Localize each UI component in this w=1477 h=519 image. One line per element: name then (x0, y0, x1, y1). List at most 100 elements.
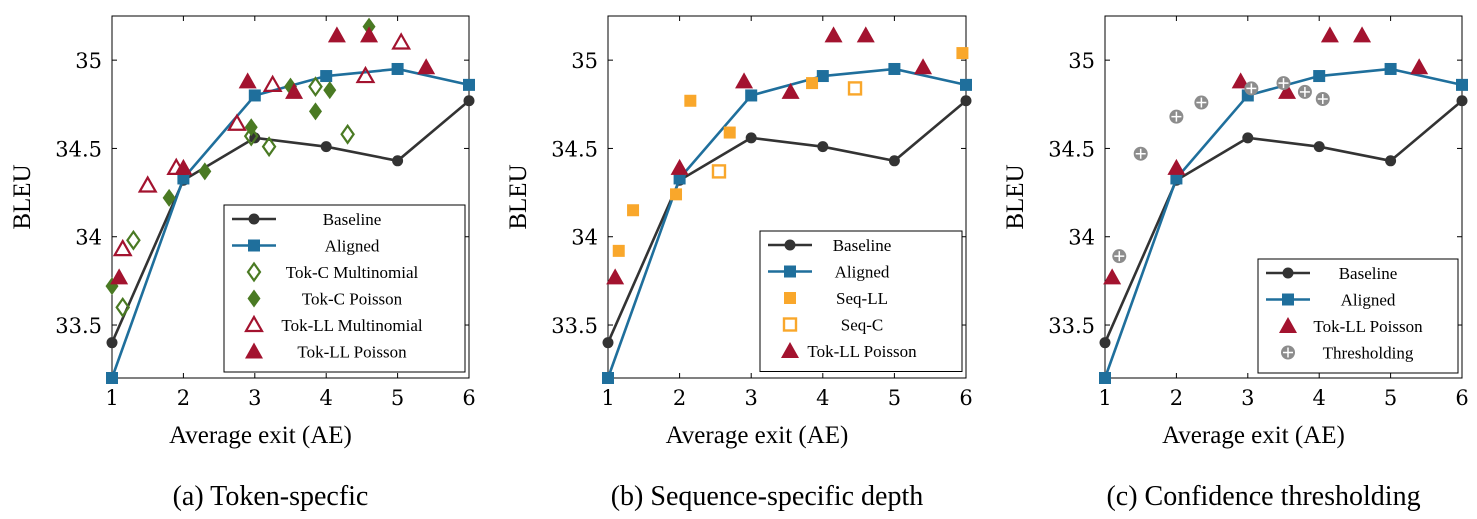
data-point (745, 89, 758, 102)
legend-label: Tok-LL Poisson (297, 343, 407, 362)
data-point (1385, 155, 1397, 167)
data-point (602, 372, 614, 384)
series-thresholding (1112, 76, 1330, 264)
legend-marker (1281, 345, 1295, 360)
legend-label: Seq-LL (836, 289, 888, 308)
x-tick-label: 6 (959, 386, 972, 410)
legend-label: Tok-C Multinomial (286, 263, 419, 282)
data-point (627, 204, 640, 217)
series-seq-ll (612, 47, 969, 257)
data-point (126, 229, 141, 251)
data-point (745, 132, 757, 144)
y-tick-label: 34 (571, 226, 598, 250)
data-point (1112, 249, 1127, 264)
legend: Baseline Aligned Seq-LL Seq-C Tok-LL Poisson (759, 230, 963, 372)
data-point (243, 125, 259, 147)
legend-marker (245, 342, 263, 359)
data-point (1133, 146, 1148, 161)
data-point (960, 78, 972, 91)
data-point (960, 95, 972, 107)
legend-label: Baseline (1339, 264, 1398, 283)
data-point (1456, 95, 1468, 107)
data-point (847, 81, 863, 96)
legend-label: Baseline (323, 210, 382, 229)
series-line (110, 99, 470, 344)
data-point (1099, 337, 1111, 349)
legend-entry: Seq-LL (784, 289, 888, 308)
data-point (670, 158, 689, 175)
legend-label: Tok-C Poisson (302, 290, 403, 309)
legend-entry: Thresholding (1281, 344, 1414, 363)
plot-frame (111, 15, 470, 379)
legend-marker (248, 213, 260, 225)
data-point (112, 238, 133, 257)
data-point (227, 113, 247, 131)
legend-marker (784, 292, 796, 304)
data-point (1242, 132, 1254, 144)
legend-label: Thresholding (1323, 344, 1414, 363)
x-tick-label: 2 (177, 386, 190, 410)
legend-marker (782, 317, 798, 332)
x-tick-label: 5 (1384, 386, 1397, 410)
x-axis-label: Average exit (AE) (1162, 422, 1345, 449)
data-point (308, 76, 323, 98)
x-tick-label: 5 (888, 386, 901, 410)
y-axis-label: BLEU (505, 164, 532, 229)
data-point (463, 95, 475, 107)
data-point (1244, 81, 1259, 96)
legend-box (223, 204, 466, 373)
y-tick-label: 34.5 (55, 137, 102, 161)
data-point (320, 70, 333, 83)
data-point (355, 65, 376, 84)
plot-frame (607, 15, 967, 379)
data-point (248, 89, 261, 102)
data-point (323, 81, 337, 100)
data-point (888, 62, 901, 75)
legend-marker (784, 265, 796, 278)
data-point (1320, 26, 1339, 43)
data-point (174, 158, 193, 175)
data-point (1315, 91, 1330, 106)
data-point (106, 372, 118, 384)
data-point (816, 70, 829, 83)
data-point (1103, 268, 1122, 285)
data-point (177, 172, 190, 185)
data-point (110, 268, 129, 285)
data-point (735, 72, 754, 89)
legend-entry: Aligned (232, 237, 380, 256)
x-tick-label: 5 (391, 386, 404, 410)
y-tick-label: 35 (571, 49, 598, 73)
series-tok-ll-poisson (110, 26, 436, 285)
data-point (806, 77, 819, 90)
legend-label: Aligned (325, 237, 380, 256)
panel-caption: (b) Sequence-specific depth (611, 481, 924, 512)
data-point (1278, 82, 1297, 99)
y-tick-label: 33.5 (551, 314, 598, 338)
y-axis-label: BLEU (9, 164, 36, 229)
data-point (1194, 95, 1209, 110)
legend-marker (781, 342, 799, 358)
legend-label: Aligned (835, 263, 890, 282)
data-point (340, 123, 355, 145)
data-point (308, 102, 322, 121)
series-line (1103, 99, 1463, 344)
data-point (463, 78, 475, 91)
x-tick-label: 2 (1170, 386, 1183, 410)
data-point (115, 296, 131, 318)
legend-entry: Baseline (1266, 264, 1397, 283)
data-point (1231, 72, 1250, 89)
legend-entry: Tok-LL Multinomial (244, 314, 423, 335)
data-point (391, 32, 412, 50)
legend-label: Seq-C (841, 316, 884, 335)
data-point (198, 162, 212, 181)
x-tick-label: 3 (745, 386, 758, 410)
legend-entry: Tok-LL Poisson (245, 342, 407, 362)
data-point (711, 164, 727, 179)
data-point (238, 72, 257, 89)
x-tick-label: 3 (1241, 386, 1254, 410)
x-tick-label: 4 (816, 386, 829, 410)
data-point (1410, 58, 1429, 75)
